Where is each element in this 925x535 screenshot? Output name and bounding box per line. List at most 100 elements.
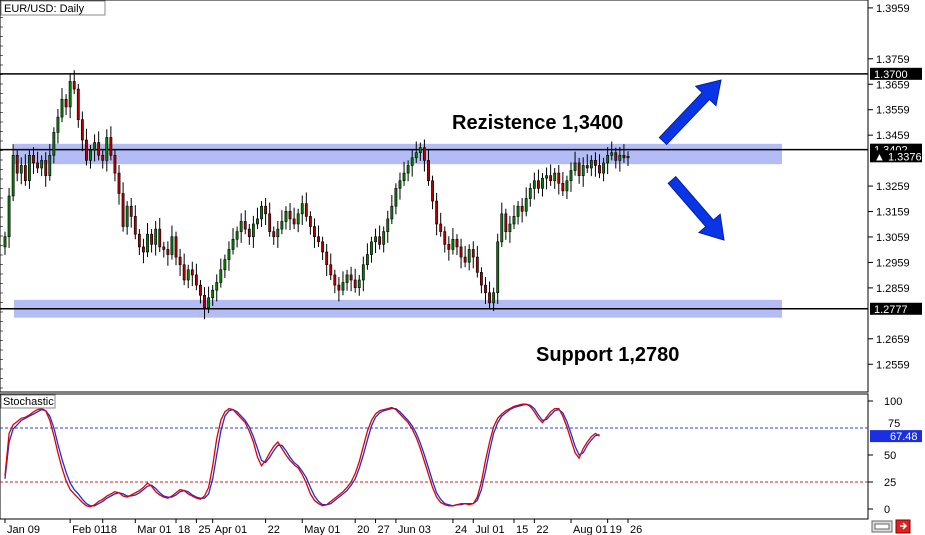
candle-body bbox=[154, 228, 158, 245]
candle-body bbox=[337, 284, 341, 291]
candle-body bbox=[313, 226, 316, 238]
candle-body bbox=[296, 213, 300, 225]
candle-body bbox=[349, 274, 353, 281]
candle-body bbox=[288, 210, 292, 220]
candle-body bbox=[577, 162, 581, 176]
x-tick-label: 18 bbox=[105, 524, 117, 535]
candle-body bbox=[129, 205, 133, 217]
candle-body bbox=[150, 233, 154, 245]
indicator-title: Stochastic bbox=[3, 396, 54, 408]
candle-body bbox=[223, 259, 227, 271]
price-pane bbox=[0, 0, 869, 393]
price-tag-label: 1.2777 bbox=[874, 304, 908, 316]
price-tag-label: 1.3700 bbox=[874, 69, 908, 81]
y-tick-label: 1.3759 bbox=[876, 54, 910, 66]
candle-body bbox=[520, 205, 524, 212]
indicator-title-box bbox=[0, 394, 56, 409]
stoch-tick-label: 50 bbox=[884, 450, 896, 462]
candle-body bbox=[89, 149, 92, 161]
price-axis: 1.3959 1.3759 1.3659 1.3559 1.3459 1.3259 1.31… bbox=[0, 3, 910, 389]
candle-body bbox=[48, 154, 52, 176]
candle-body bbox=[300, 203, 304, 215]
x-tick-label: Feb 01 bbox=[72, 524, 106, 535]
candle-body bbox=[292, 218, 296, 225]
candle-body bbox=[443, 231, 447, 245]
candle-body bbox=[394, 188, 398, 207]
candle-body bbox=[194, 274, 198, 286]
stochastic-pane bbox=[0, 393, 869, 520]
up-arrow-icon-shape bbox=[658, 79, 722, 146]
resistance-annotation: Rezistence 1,3400 bbox=[452, 112, 623, 134]
candle-body bbox=[410, 157, 414, 166]
candle-body bbox=[264, 205, 268, 215]
candle-body bbox=[142, 246, 145, 253]
candle-body bbox=[199, 284, 202, 296]
candle-body bbox=[479, 272, 483, 286]
candle-body bbox=[56, 116, 60, 133]
candle-body bbox=[280, 221, 284, 230]
x-tick-label: Aug 01 bbox=[573, 524, 608, 535]
candle-body bbox=[272, 231, 276, 238]
candle-body bbox=[553, 172, 557, 182]
x-tick-label: Jan 09 bbox=[7, 524, 40, 535]
candle-body bbox=[414, 152, 418, 159]
y-tick-label: 1.3659 bbox=[876, 79, 910, 91]
close-icon[interactable] bbox=[895, 519, 911, 534]
candle-body bbox=[386, 218, 390, 232]
candle-body bbox=[565, 180, 569, 192]
price-tag-box bbox=[870, 302, 922, 315]
candle-body bbox=[190, 269, 194, 276]
candle-body bbox=[304, 203, 308, 217]
y-tick-label: 1.3259 bbox=[876, 181, 910, 193]
candle-body bbox=[215, 282, 219, 291]
candle-body bbox=[113, 154, 117, 174]
candle-body bbox=[512, 216, 516, 225]
candle-body bbox=[333, 274, 337, 286]
candle-body bbox=[219, 269, 223, 283]
candle-body bbox=[471, 249, 475, 258]
candle-body bbox=[626, 155, 630, 159]
candle-body bbox=[508, 223, 512, 232]
candle-body bbox=[28, 154, 31, 182]
stochastic-d-line bbox=[4, 403, 600, 507]
candle-body bbox=[329, 264, 333, 276]
candle-body bbox=[524, 198, 528, 212]
candle-body bbox=[622, 154, 626, 159]
candle-body bbox=[3, 236, 7, 248]
candle-body bbox=[23, 165, 27, 182]
candle-body bbox=[451, 238, 455, 250]
x-tick-label: 18 bbox=[178, 524, 190, 535]
candle-body bbox=[496, 241, 500, 294]
candle-body bbox=[137, 233, 141, 248]
candle-body bbox=[170, 236, 174, 255]
candles-layer bbox=[3, 70, 630, 320]
current-price-label: ▲ 1.3376 bbox=[874, 151, 922, 163]
candle-body bbox=[427, 160, 430, 182]
candle-body bbox=[598, 165, 601, 174]
candle-body bbox=[15, 154, 19, 174]
candle-body bbox=[614, 152, 618, 161]
candle-body bbox=[618, 154, 622, 161]
candle-body bbox=[557, 172, 561, 184]
candle-body bbox=[239, 221, 243, 232]
candle-body bbox=[504, 213, 508, 232]
candle-body bbox=[93, 142, 96, 151]
candle-body bbox=[235, 231, 239, 240]
candle-body bbox=[500, 213, 504, 243]
candle-body bbox=[317, 236, 320, 243]
candle-body bbox=[203, 294, 206, 309]
x-tick-label: 26 bbox=[630, 524, 642, 535]
candle-body bbox=[353, 279, 357, 288]
candle-body bbox=[251, 223, 255, 238]
candle-body bbox=[581, 165, 585, 176]
scroll-icon[interactable] bbox=[871, 520, 893, 533]
candle-body bbox=[532, 180, 536, 189]
x-tick-label: 22 bbox=[536, 524, 548, 535]
x-tick-label: 15 bbox=[516, 524, 528, 535]
y-tick-label: 1.3059 bbox=[876, 232, 910, 244]
candle-body bbox=[402, 172, 406, 182]
candle-body bbox=[121, 193, 125, 227]
stochastic-k-line bbox=[4, 403, 600, 508]
